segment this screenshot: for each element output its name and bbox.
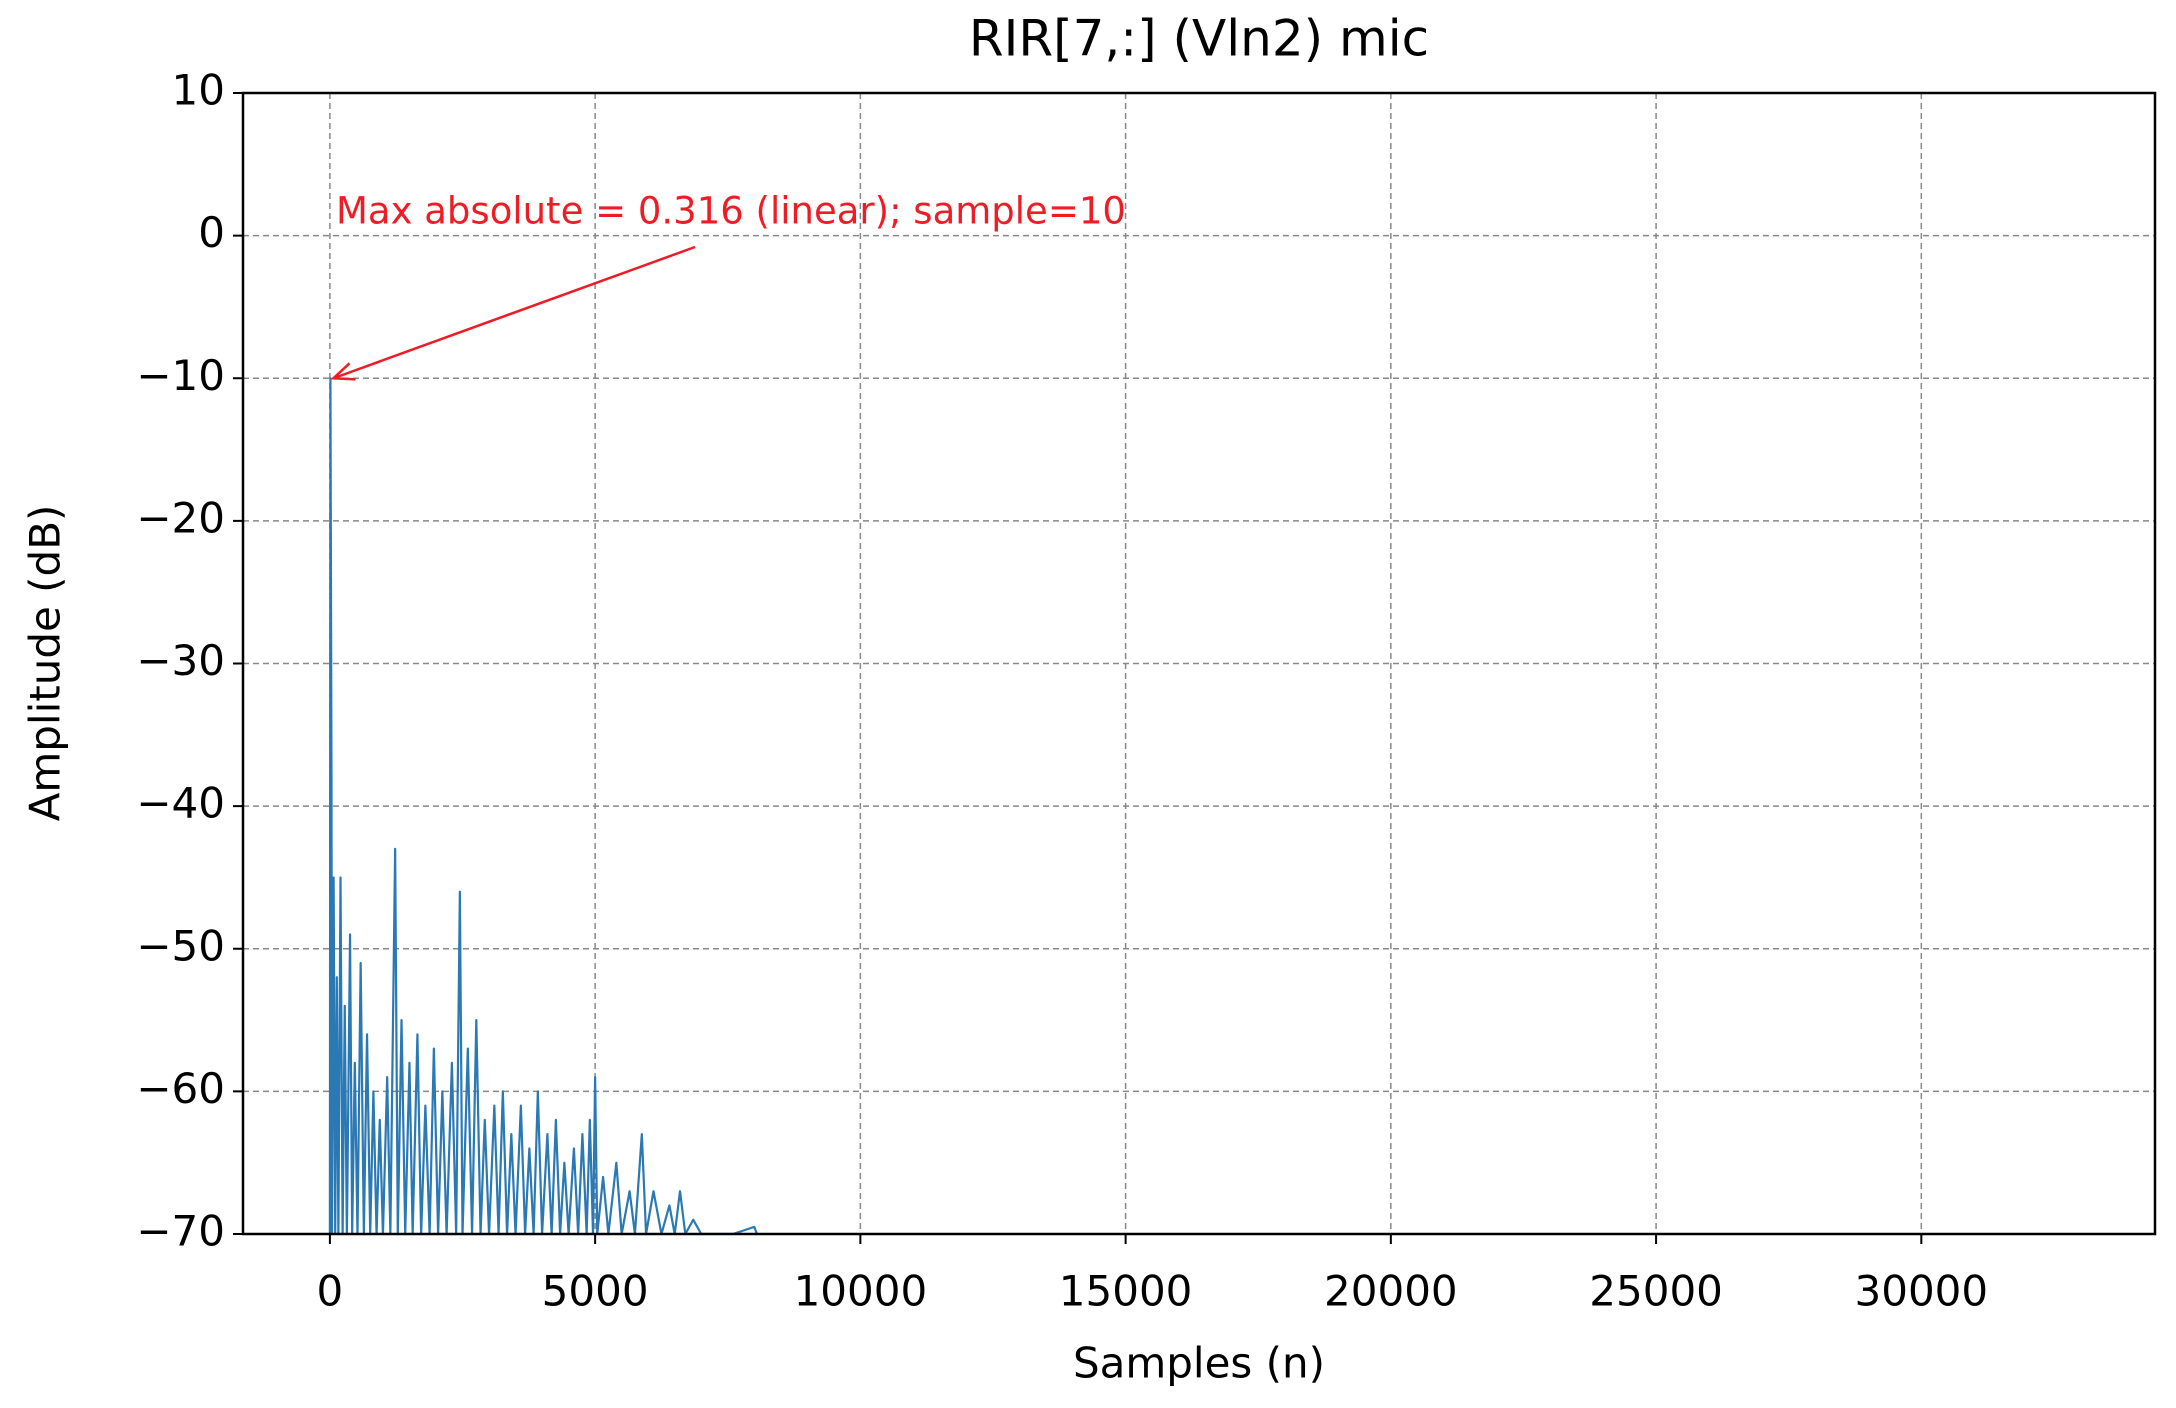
y-tick-label: −40 xyxy=(136,779,225,828)
x-axis-label: Samples (n) xyxy=(1073,1339,1325,1388)
x-tick-label: 10000 xyxy=(794,1267,928,1316)
series-line xyxy=(328,377,758,1234)
y-tick-label: −60 xyxy=(136,1064,225,1113)
y-tick-label: −70 xyxy=(136,1207,225,1256)
x-tick-label: 0 xyxy=(317,1267,344,1316)
annotation: Max absolute = 0.316 (linear); sample=10 xyxy=(336,190,1126,233)
y-tick-label: 10 xyxy=(172,66,225,115)
x-tick-label: 20000 xyxy=(1324,1267,1458,1316)
x-tick-label: 15000 xyxy=(1059,1267,1193,1316)
chart-title: RIR[7,:] (Vln2) mic xyxy=(969,10,1429,68)
plot-frame xyxy=(241,91,2157,1236)
y-axis-label: Amplitude (dB) xyxy=(21,505,70,822)
x-tick-label: 30000 xyxy=(1855,1267,1989,1316)
x-tick-label: 25000 xyxy=(1589,1267,1723,1316)
annotation-arrowhead xyxy=(330,362,356,381)
y-tick-label: −30 xyxy=(136,636,225,685)
y-tick-label: −10 xyxy=(136,351,225,400)
x-tick-label: 5000 xyxy=(542,1267,649,1316)
annotation-arrow xyxy=(332,245,696,380)
y-tick-label: −20 xyxy=(136,493,225,542)
y-tick-label: 0 xyxy=(198,208,225,257)
y-tick-label: −50 xyxy=(136,921,225,970)
